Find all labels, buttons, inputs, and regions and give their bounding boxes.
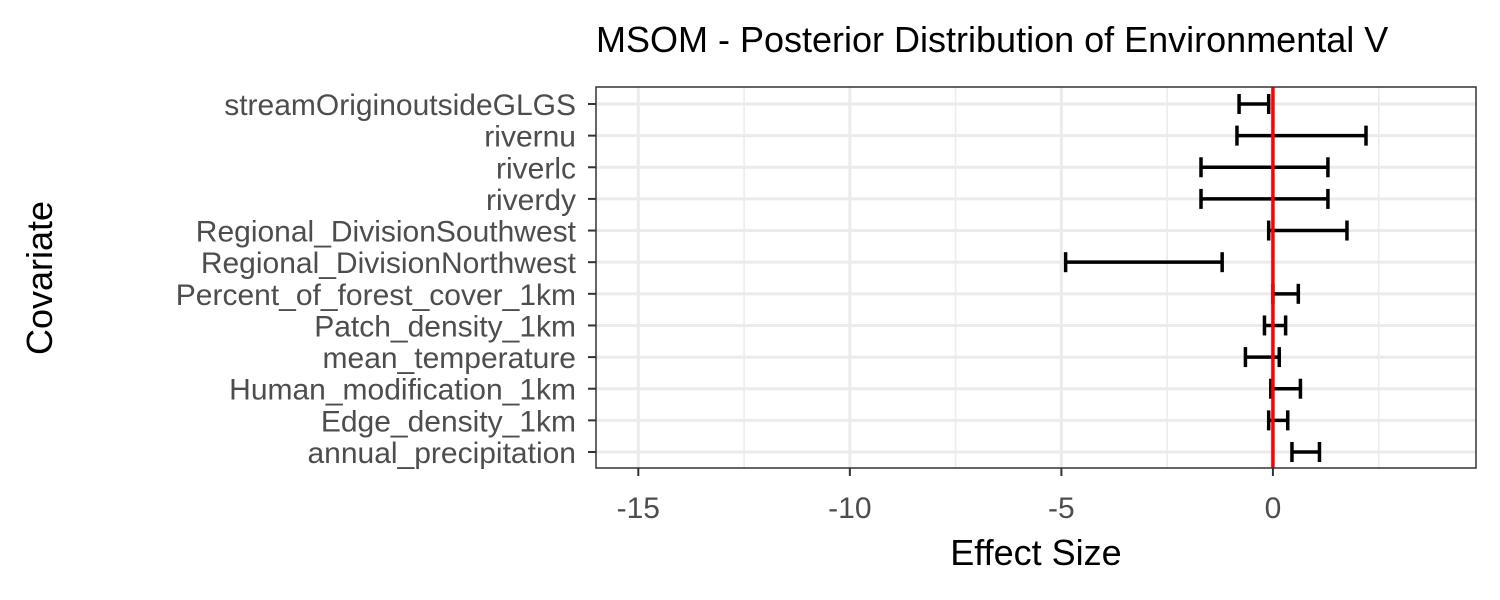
panel-border	[595, 86, 1477, 469]
error-bar	[1199, 188, 1330, 209]
chart-title: MSOM - Posterior Distribution of Environ…	[596, 19, 1388, 60]
error-bar	[1063, 252, 1224, 273]
y-axis: streamOriginoutsideGLGSrivernuriverlcriv…	[176, 89, 596, 470]
y-tick-label: mean_temperature	[323, 342, 576, 375]
y-tick-label: Human_modification_1km	[229, 374, 576, 407]
y-tick-label: Patch_density_1km	[314, 310, 576, 343]
error-bar	[1269, 378, 1303, 399]
error-bar	[1235, 125, 1368, 146]
y-tick-label: Regional_DivisionSouthwest	[196, 216, 577, 249]
y-axis-title: Covariate	[19, 201, 60, 355]
x-axis-title: Effect Size	[950, 532, 1121, 573]
y-tick-label: riverlc	[496, 152, 576, 185]
y-tick-label: annual_precipitation	[307, 437, 576, 470]
y-tick-label: Percent_of_forest_cover_1km	[176, 279, 576, 312]
error-bar	[1237, 94, 1271, 114]
error-bar	[1262, 315, 1288, 336]
y-tick-label: Regional_DivisionNorthwest	[201, 247, 577, 280]
y-tick-label: rivernu	[484, 121, 576, 154]
y-tick-label: riverdy	[486, 184, 576, 217]
error-bar	[1290, 442, 1322, 462]
error-bar	[1266, 220, 1349, 241]
x-tick-label: -15	[617, 492, 660, 525]
error-bar	[1199, 157, 1330, 178]
x-axis: -15 -10 -5 0	[617, 468, 1282, 525]
x-tick-label: 0	[1265, 492, 1282, 525]
grid	[596, 87, 1476, 468]
y-tick-label: streamOriginoutsideGLGS	[224, 89, 576, 122]
x-tick-label: -5	[1048, 492, 1075, 525]
y-tick-label: Edge_density_1km	[321, 405, 576, 438]
x-tick-label: -10	[828, 492, 871, 525]
panel-background	[596, 87, 1476, 468]
